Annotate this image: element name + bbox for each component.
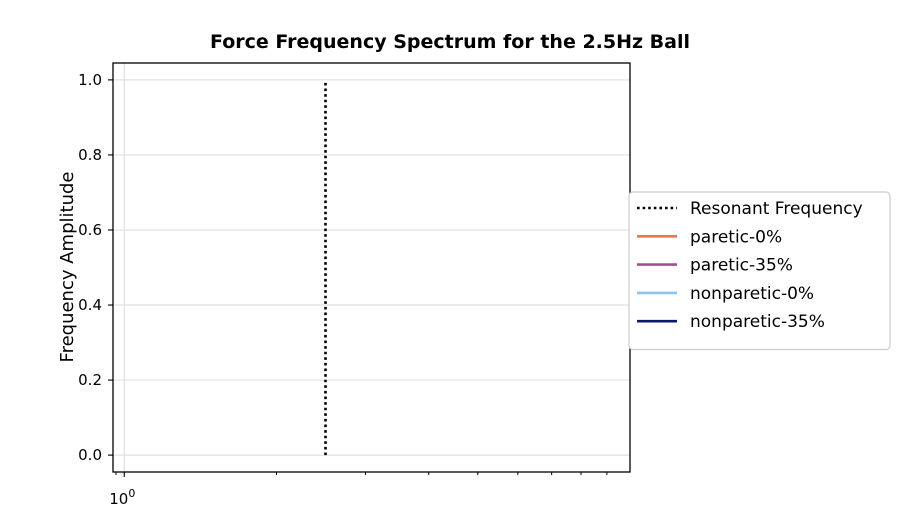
legend-label-0: Resonant Frequency — [690, 199, 863, 219]
y-tick-label-5: 1.0 — [78, 71, 102, 89]
chart-title: Force Frequency Spectrum for the 2.5Hz B… — [210, 31, 690, 53]
y-axis: 0.0 0.2 0.4 0.6 0.8 1.0 — [78, 71, 113, 464]
grid-layer — [113, 63, 630, 472]
legend: Resonant Frequency paretic-0% paretic-35% n… — [628, 191, 891, 351]
x-axis: 100 — [109, 472, 608, 508]
legend-label-4: nonparetic-35% — [690, 312, 825, 332]
legend-label-3: nonparetic-0% — [690, 284, 814, 304]
y-tick-label-2: 0.4 — [78, 296, 102, 314]
y-tick-label-4: 0.8 — [78, 146, 102, 164]
legend-label-2: paretic-35% — [690, 256, 793, 276]
legend-label-1: paretic-0% — [690, 227, 782, 247]
x-tick-label-0: 100 — [109, 487, 135, 508]
y-tick-label-3: 0.6 — [78, 221, 102, 239]
y-axis-label: Frequency Amplitude — [57, 172, 78, 363]
y-tick-label-0: 0.0 — [78, 446, 102, 464]
plot-frame — [112, 62, 631, 473]
legend-box — [628, 191, 891, 351]
y-tick-label-1: 0.2 — [78, 371, 102, 389]
